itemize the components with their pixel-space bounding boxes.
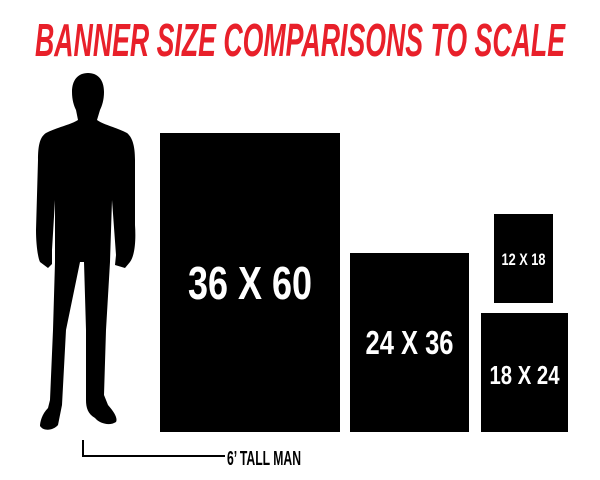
banner-label-svg: 24 X 36 — [366, 324, 454, 361]
banner-label-svg: 36 X 60 — [188, 257, 312, 309]
banner-18x24: 18 X 24 — [481, 313, 568, 432]
figure-caption-text: 6’ TALL MAN — [227, 448, 301, 468]
banner-36x60: 36 X 60 — [160, 133, 340, 432]
banner-label: 24 X 36 — [366, 324, 454, 361]
page-title-text: BANNER SIZE COMPARISONS TO SCALE — [35, 14, 566, 66]
caption-leader-line — [82, 440, 225, 457]
banner-label: 12 X 18 — [502, 250, 546, 269]
banner-label: 18 X 24 — [490, 360, 560, 390]
page-title: BANNER SIZE COMPARISONS TO SCALE — [35, 14, 566, 66]
banner-24x36: 24 X 36 — [350, 253, 469, 432]
figure-caption: 6’ TALL MAN — [227, 448, 301, 468]
banner-label-svg: 18 X 24 — [490, 360, 560, 390]
banner-label: 36 X 60 — [188, 257, 312, 309]
banner-12x18: 12 X 18 — [494, 214, 553, 303]
banner-label-svg: 12 X 18 — [502, 250, 546, 269]
